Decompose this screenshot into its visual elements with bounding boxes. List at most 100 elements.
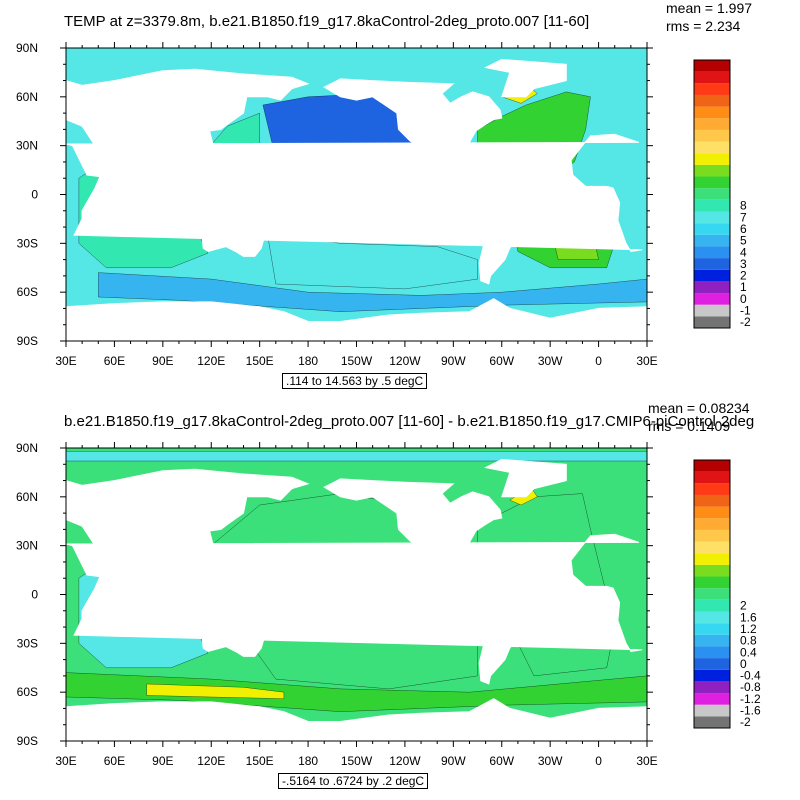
x-tick-label: 30E [636, 754, 657, 768]
colorbar-swatch [694, 153, 730, 165]
colorbar-swatch [694, 669, 730, 682]
colorbar-swatch [694, 281, 730, 294]
y-tick-label: 90N [16, 41, 38, 55]
colorbar-label: 4 [740, 245, 747, 259]
x-tick-label: 30W [538, 354, 563, 368]
colorbar-swatch [694, 211, 730, 224]
colorbar-label: -2 [740, 315, 751, 329]
x-tick-label: 60E [104, 354, 125, 368]
colorbar-swatch [694, 199, 730, 212]
y-tick-label: 0 [31, 588, 38, 602]
land-mask-greenland [484, 458, 567, 498]
x-tick-label: 30E [55, 754, 76, 768]
colorbar-swatch [694, 71, 730, 84]
y-tick-label: 90N [16, 441, 38, 455]
y-tick-label: 0 [31, 188, 38, 202]
x-tick-label: 150E [246, 754, 274, 768]
colorbar-label: -1.6 [740, 704, 761, 718]
x-tick-label: 90W [441, 754, 466, 768]
land-mask-australia [201, 611, 266, 657]
colorbar-swatch [694, 611, 730, 624]
x-tick-label: 30E [55, 354, 76, 368]
y-tick-label: 90S [17, 734, 38, 748]
colorbar-swatch [694, 599, 730, 612]
colorbar-label: 0.8 [740, 634, 757, 648]
top-heatmap-field [66, 48, 647, 341]
colorbar-swatch [694, 269, 730, 282]
colorbar-label: 1.2 [740, 622, 757, 636]
colorbar-swatch [694, 304, 730, 317]
y-tick-label: 30N [16, 139, 38, 153]
colorbar-swatch [694, 716, 730, 728]
y-tick-label: 60S [17, 685, 38, 699]
colorbar-label: 3 [740, 257, 747, 271]
bottom-colorbar-frame [693, 459, 731, 729]
x-tick-label: 90E [152, 354, 173, 368]
colorbar-swatch [694, 258, 730, 270]
bottom-map-svg: 30E 60E 90E 120E 150E 180 150W 120W 90W 60W 30W 0 30… [16, 441, 761, 768]
colorbar-swatch [694, 106, 730, 119]
colorbar-swatch [694, 529, 730, 542]
colorbar-label: 2 [740, 599, 747, 613]
y-tick-label: 90S [17, 334, 38, 348]
x-tick-label: 60W [489, 354, 514, 368]
x-tick-label: 180 [298, 354, 318, 368]
colorbar-swatch [694, 83, 730, 95]
colorbar-label: 6 [740, 222, 747, 236]
y-tick-label: 60N [16, 90, 38, 104]
top-map-svg: 30E 60E 90E 120E 150E 180 150W 120W 90W 60W 30W 0 30… [16, 41, 751, 368]
colorbar-swatch [694, 623, 730, 635]
land-mask-eurasia [66, 68, 310, 194]
y-tick-label: 30S [17, 236, 38, 250]
x-tick-label: 60W [489, 754, 514, 768]
land-mask-eurasia [66, 468, 310, 594]
land-mask-antarctica [66, 298, 647, 341]
x-tick-label: 180 [298, 754, 318, 768]
x-tick-label: 150W [341, 354, 373, 368]
colorbar-swatch [694, 293, 730, 305]
land-mask-greenland [484, 58, 567, 98]
land-mask-northAmerica [323, 478, 503, 583]
colorbar-swatch [694, 693, 730, 705]
colorbar-swatch [694, 658, 730, 670]
x-tick-label: 150E [246, 354, 274, 368]
colorbar-label: 7 [740, 210, 747, 224]
x-tick-label: 30W [538, 754, 563, 768]
top-panel-title: TEMP at z=3379.8m, b.e21.B1850.f19_g17.8… [64, 13, 590, 30]
land-mask-southAmerica [465, 177, 543, 285]
x-tick-label: 30E [636, 354, 657, 368]
colorbar-label: 0.4 [740, 645, 757, 659]
colorbar-swatch [694, 564, 730, 577]
y-tick-label: 60S [17, 285, 38, 299]
colorbar-swatch [694, 541, 730, 554]
colorbar-swatch [694, 223, 730, 235]
top-panel-mean: mean = 1.997 [666, 0, 753, 16]
colorbar-swatch [694, 471, 730, 484]
colorbar-swatch [694, 129, 730, 142]
colorbar-swatch [694, 704, 730, 717]
colorbar-swatch [694, 246, 730, 259]
land-mask-antarctica [66, 698, 647, 741]
colorbar-label: 8 [740, 199, 747, 213]
colorbar-label: 0 [740, 292, 747, 306]
colorbar-swatch [694, 634, 730, 647]
colorbar-swatch [694, 460, 730, 472]
colorbar-swatch [694, 553, 730, 565]
colorbar-label: 5 [740, 234, 747, 248]
x-tick-label: 0 [595, 354, 602, 368]
colorbar-label: 1 [740, 280, 747, 294]
y-tick-label: 30S [17, 636, 38, 650]
colorbar-swatch [694, 681, 730, 694]
x-tick-label: 120W [389, 354, 421, 368]
colorbar-label: 0 [740, 657, 747, 671]
bottom-panel-rms: rms = 0.1409 [648, 418, 731, 434]
top-panel-rms: rms = 2.234 [666, 18, 741, 34]
colorbar-label: -1 [740, 304, 751, 318]
colorbar-swatch [694, 234, 730, 247]
colorbar-swatch [694, 646, 730, 659]
bottom-panel-mean: mean = 0.08234 [648, 400, 750, 416]
colorbar-swatch [694, 506, 730, 519]
colorbar-swatch [694, 316, 730, 328]
colorbar-swatch [694, 494, 730, 507]
x-tick-label: 120W [389, 754, 421, 768]
